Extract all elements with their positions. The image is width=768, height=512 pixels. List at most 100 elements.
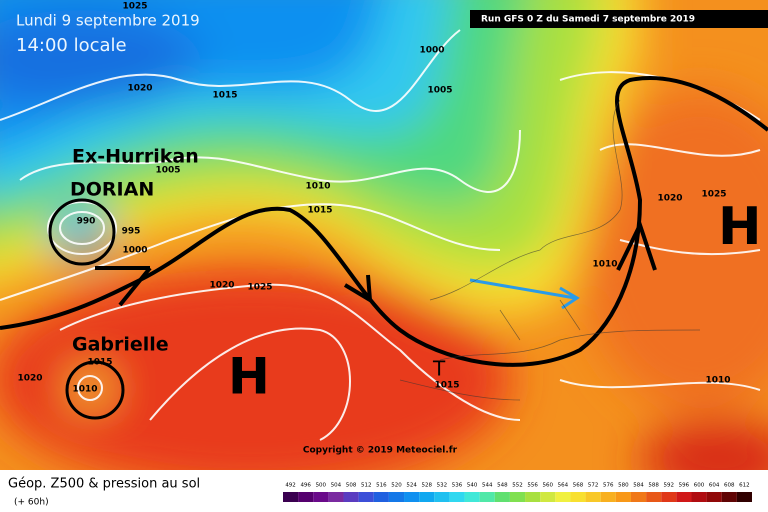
isobar-label: 1025: [701, 190, 726, 200]
isobar-label: 1010: [72, 385, 97, 395]
high-pressure: H: [228, 348, 270, 406]
scale-swatch: [540, 492, 556, 502]
scale-label: 540: [467, 483, 478, 489]
isobar-label: 1025: [122, 2, 147, 12]
scale-swatch: [313, 492, 329, 502]
movement-arrow: [469, 278, 580, 310]
scale-label: 596: [679, 483, 690, 489]
run-text: Run GFS 0 Z du Samedi 7 septembre 2019: [481, 15, 695, 25]
time: 14:00 locale: [16, 35, 127, 56]
color-scale: 492 496 500 504 508 512 516 520 524 528 532 536 540 5…: [283, 483, 752, 502]
scale-swatch: [343, 492, 359, 502]
scale-label: 588: [648, 483, 659, 489]
isobar-label: 1015: [212, 91, 237, 101]
scale-swatch: [706, 492, 722, 502]
scale-label: 508: [346, 483, 357, 489]
scale-label: 548: [497, 483, 508, 489]
storm-label: Ex-Hurrikan: [72, 146, 199, 168]
scale-label: 536: [452, 483, 463, 489]
date: Lundi 9 septembre 2019: [16, 12, 200, 30]
scale-label: 556: [527, 483, 538, 489]
isobar-label: 1020: [209, 281, 234, 291]
scale-swatch: [676, 492, 692, 502]
scale-swatch: [600, 492, 616, 502]
scale-label: 500: [316, 483, 327, 489]
scale-swatch: [358, 492, 374, 502]
scale-label: 516: [376, 483, 387, 489]
isobar-label: 1000: [419, 46, 444, 56]
scale-label: 584: [633, 483, 644, 489]
scale-label: 608: [724, 483, 735, 489]
isobar-label: 1010: [592, 260, 617, 270]
scale-label: 544: [482, 483, 493, 489]
run-banner: [470, 10, 768, 28]
scale-swatch: [298, 492, 314, 502]
scale-label: 532: [437, 483, 448, 489]
scale-swatch: [630, 492, 647, 502]
scale-label: 504: [331, 483, 342, 489]
isobar-label: 1015: [307, 206, 332, 216]
scale-label: 592: [664, 483, 675, 489]
scale-label: 580: [618, 483, 629, 489]
scale-swatch: [373, 492, 389, 502]
isobar-label: 1020: [17, 374, 42, 384]
high-pressure: H: [718, 197, 762, 257]
scale-swatch: [283, 492, 299, 502]
scale-swatch: [555, 492, 571, 502]
scale-label: 576: [603, 483, 614, 489]
scale-label: 572: [588, 483, 599, 489]
isobar-label: 1000: [122, 246, 147, 256]
coastlines: [399, 99, 701, 401]
isobar-label: 1015: [87, 358, 112, 368]
scale-swatch: [449, 492, 465, 502]
scale-label: 612: [739, 483, 750, 489]
isobar-label: 1020: [657, 194, 682, 204]
scale-label: 604: [709, 483, 720, 489]
scale-label: 524: [406, 483, 417, 489]
low-pressure: T: [432, 357, 446, 381]
isobar-label: 1010: [305, 182, 330, 192]
scale-swatch: [525, 492, 541, 502]
scale-label: 528: [421, 483, 432, 489]
scale-label: 568: [573, 483, 584, 489]
scale-swatch: [585, 492, 601, 502]
field: [0, 0, 768, 470]
footer-title: Géop. Z500 & pression au sol: [8, 477, 200, 492]
scale-swatch: [479, 492, 495, 502]
scale-label: 560: [543, 483, 554, 489]
scale-swatch: [570, 492, 586, 502]
isobar-label: 1005: [155, 166, 180, 176]
scale-swatch: [464, 492, 480, 502]
scale-swatch: [494, 492, 510, 502]
scale-label: 496: [300, 483, 311, 489]
scale-swatch: [328, 492, 344, 502]
scale-swatch: [661, 492, 677, 502]
isobar-label: 995: [122, 227, 141, 237]
scale-swatch: [404, 492, 420, 502]
isobar-label: 990: [77, 217, 96, 227]
scale-label: 520: [391, 483, 402, 489]
scale-label: 564: [558, 483, 569, 489]
scale-swatch: [736, 492, 752, 502]
isobar-label: 1005: [427, 86, 452, 96]
isobar-label: 1010: [705, 376, 730, 386]
scale-swatch: [615, 492, 631, 502]
scale-swatch: [691, 492, 707, 502]
scale-label: 552: [512, 483, 523, 489]
footer-subtitle: (+ 60h): [14, 498, 49, 508]
scale-label: 600: [694, 483, 705, 489]
copyright: Copyright © 2019 Meteociel.fr: [303, 446, 458, 456]
storm-label: Gabrielle: [72, 334, 169, 356]
isobar-label: 1025: [247, 283, 272, 293]
scale-swatch: [721, 492, 737, 502]
isobar-labels: 1025 1020 1015 1000 1005 1005 1010 1015 990 995 10…: [17, 2, 730, 395]
scale-label: 512: [361, 483, 372, 489]
scale-swatch: [646, 492, 662, 502]
scale-label: 492: [285, 483, 296, 489]
isobar-label: 1015: [434, 381, 459, 391]
scale-swatch: [388, 492, 405, 502]
isobar-label: 1020: [127, 84, 152, 94]
storm-label: DORIAN: [70, 179, 154, 201]
